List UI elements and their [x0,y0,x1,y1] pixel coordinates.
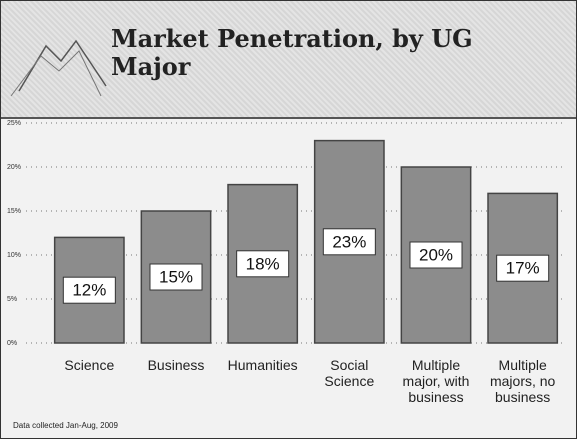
value-label-box [62,276,116,304]
value-label-box [409,241,463,269]
y-tick-label: 15% [7,208,21,215]
y-tick-label: 25% [7,120,21,127]
x-tick-label: Multiple majors, no business [489,357,556,405]
value-label: 23% [332,232,366,251]
value-label-box [149,263,203,291]
value-label: 12% [72,281,106,300]
y-tick-label: 10% [7,252,21,259]
value-label-box [496,254,550,282]
x-tick-label: Business [147,357,205,373]
value-label: 20% [419,245,453,264]
footnote: Data collected Jan-Aug, 2009 [13,421,118,430]
value-label-box [236,250,290,278]
y-tick-label: 0% [7,340,17,347]
x-tick-label: Social Science [324,357,375,389]
value-label: 15% [159,267,193,286]
header: Market Penetration, by UG Major [1,1,576,119]
y-tick-label: 5% [7,296,17,303]
logo-mountain [10,50,102,97]
x-tick-label: Multiple major, with business [402,357,470,405]
x-tick-label: Humanities [227,357,298,373]
value-label: 18% [246,254,280,273]
logo [10,39,107,97]
y-tick-label: 20% [7,164,21,171]
value-label-box [322,228,376,256]
chart-title: Market Penetration, by UG Major [111,24,473,81]
x-tick-label: Science [64,357,115,373]
value-label: 17% [506,259,540,278]
